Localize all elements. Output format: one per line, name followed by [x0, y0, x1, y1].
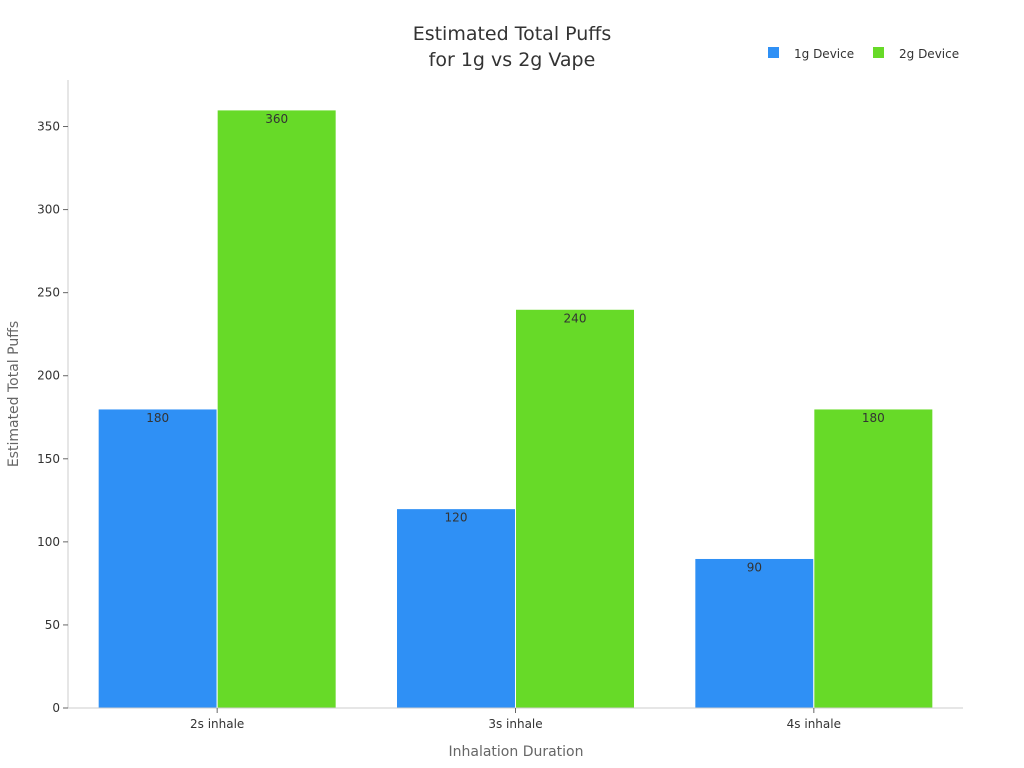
y-tick-label: 300	[37, 203, 60, 217]
bar-value-label: 180	[862, 411, 885, 425]
y-tick-label: 350	[37, 120, 60, 134]
y-tick-label: 250	[37, 286, 60, 300]
legend: 1g Device 2g Device	[768, 47, 959, 61]
bar-value-label: 360	[265, 112, 288, 126]
bar	[515, 308, 635, 709]
chart-title-line-1: Estimated Total Puffs	[413, 23, 612, 45]
bar	[813, 408, 934, 709]
y-tick-label: 100	[37, 535, 60, 549]
bar-value-label: 90	[747, 560, 762, 574]
bar	[216, 109, 337, 709]
y-tick-label: 150	[37, 452, 60, 466]
bar-value-label: 120	[445, 511, 468, 525]
y-tick-label: 0	[52, 701, 60, 715]
legend-label: 2g Device	[899, 47, 959, 61]
legend-label: 1g Device	[794, 47, 854, 61]
y-tick-label: 50	[45, 618, 60, 632]
y-axis-label: Estimated Total Puffs	[6, 321, 22, 467]
x-tick-label: 4s inhale	[787, 717, 841, 731]
bar-value-label: 240	[564, 311, 587, 325]
bar	[97, 408, 218, 709]
axes: 0 50 100 150 200 250 300 350 2s inhale 3s inhale 4…	[37, 80, 963, 731]
x-axis-label: Inhalation Duration	[449, 744, 584, 760]
bars: 180 360 120 240 90 180	[97, 109, 934, 709]
legend-swatch	[873, 47, 884, 58]
x-tick-label: 3s inhale	[488, 717, 542, 731]
legend-swatch	[768, 47, 779, 58]
y-tick-label: 200	[37, 369, 60, 383]
bar	[396, 508, 516, 709]
x-tick-label: 2s inhale	[190, 717, 244, 731]
bar	[694, 557, 815, 709]
bar-value-label: 180	[146, 411, 169, 425]
chart-title-line-2: for 1g vs 2g Vape	[429, 49, 596, 71]
